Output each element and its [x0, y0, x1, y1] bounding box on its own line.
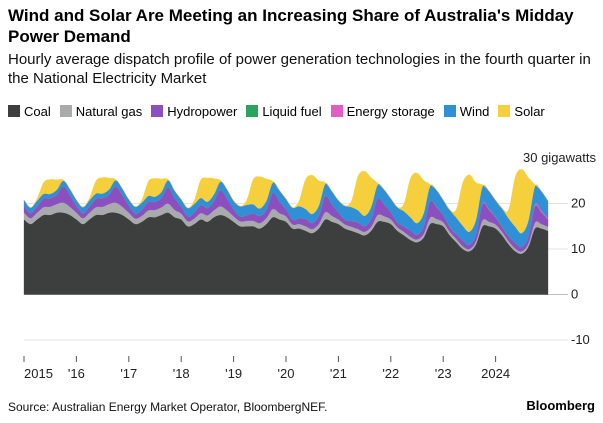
legend-item-coal: Coal — [8, 102, 51, 121]
chart-title: Wind and Solar Are Meeting an Increasing… — [8, 6, 574, 46]
x-tick-label: '16 — [68, 366, 85, 381]
legend-item-natural-gas: Natural gas — [59, 102, 143, 121]
y-tick-label: 0 — [571, 287, 578, 302]
legend-swatch — [498, 105, 511, 117]
legend-item-solar: Solar — [498, 102, 545, 121]
y-tick-label: 10 — [571, 241, 585, 256]
legend-item-energy-storage: Energy storage — [330, 102, 435, 121]
legend-item-wind: Wind — [443, 102, 490, 121]
legend-swatch — [246, 105, 259, 117]
legend-item-hydropower: Hydropower — [151, 102, 237, 121]
legend-swatch — [151, 105, 164, 117]
legend-label: Liquid fuel — [262, 104, 322, 119]
legend-label: Solar — [514, 104, 545, 119]
bloomberg-logo: Bloomberg — [526, 398, 595, 413]
legend-label: Energy storage — [346, 104, 435, 119]
x-tick-label: 2024 — [481, 366, 510, 381]
legend-swatch — [330, 105, 343, 117]
legend-swatch — [443, 105, 456, 117]
x-tick-label: '19 — [225, 366, 242, 381]
chart-subtitle: Hourly average dispatch profile of power… — [8, 51, 591, 87]
legend-label: Hydropower — [167, 104, 238, 119]
legend-label: Natural gas — [75, 104, 143, 119]
y-tick-label: 20 — [571, 196, 585, 211]
legend-swatch — [8, 105, 20, 117]
legend-swatch — [59, 105, 72, 117]
x-tick-label: '23 — [435, 366, 452, 381]
legend-label: Wind — [459, 104, 490, 119]
x-tick-label: '18 — [173, 366, 190, 381]
source-note: Source: Australian Energy Market Operato… — [8, 400, 328, 414]
legend-item-liquid-fuel: Liquid fuel — [246, 102, 322, 121]
legend-label: Coal — [24, 104, 51, 119]
x-tick-label: '22 — [382, 366, 399, 381]
x-tick-label: '17 — [120, 366, 137, 381]
y-unit-label: 30 gigawatts — [523, 150, 596, 165]
x-tick-label: 2015 — [24, 366, 53, 381]
x-tick-label: '20 — [278, 366, 295, 381]
chart-legend: Coal Natural gas Hydropower Liquid fuel Ener… — [8, 102, 568, 121]
x-tick-label: '21 — [330, 366, 347, 381]
y-tick-label: -10 — [571, 332, 590, 347]
area-series-solar — [23, 169, 549, 234]
